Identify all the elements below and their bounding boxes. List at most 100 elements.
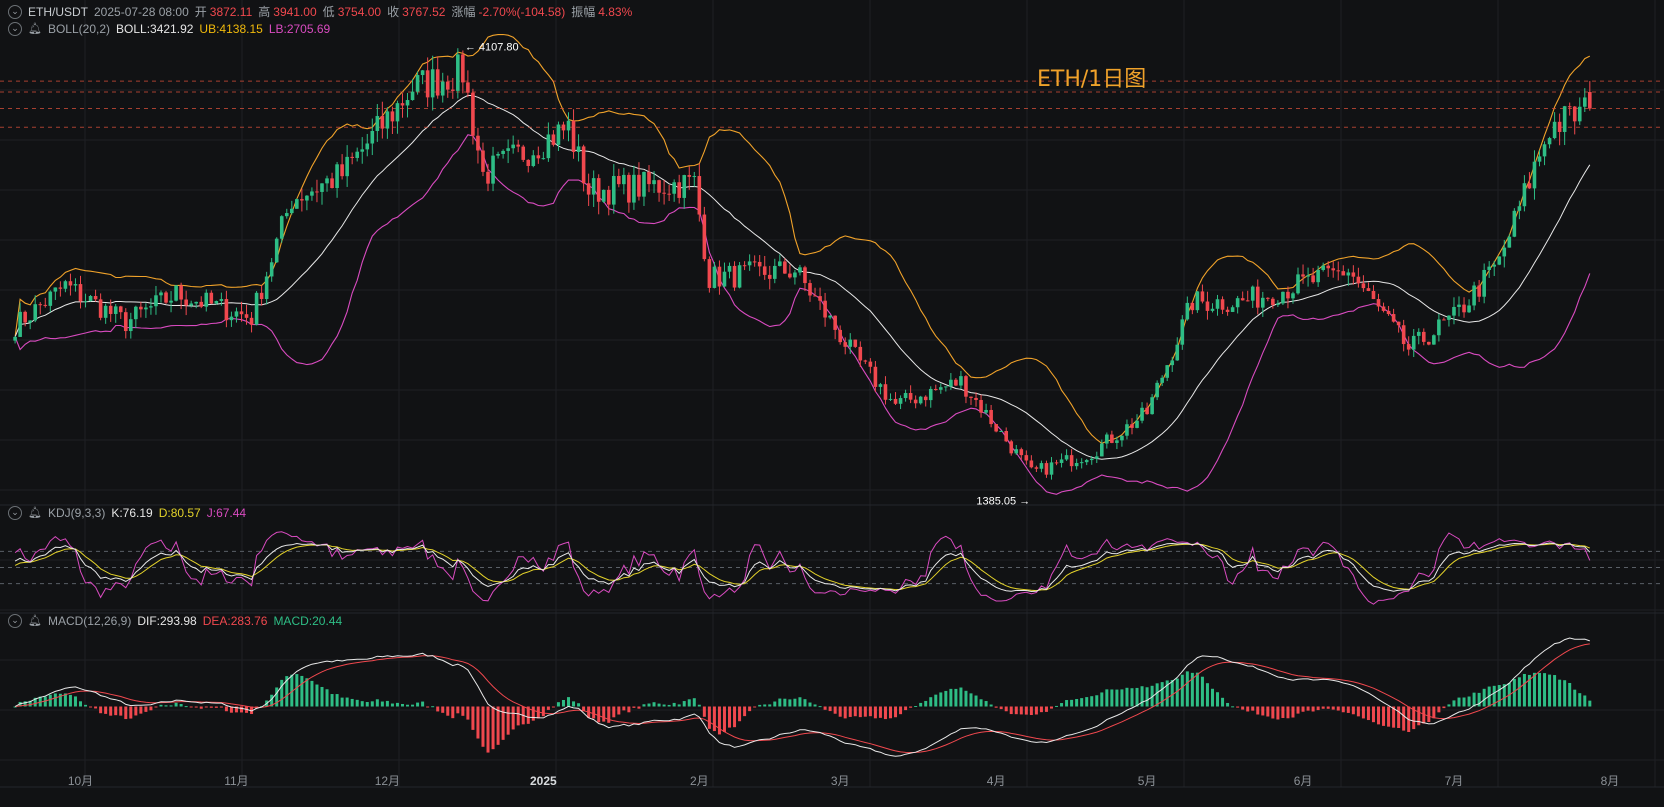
- macd-histogram-bar: [154, 706, 158, 708]
- macd-histogram-bar: [1200, 676, 1204, 707]
- macd-histogram-bar: [48, 694, 52, 707]
- macd-histogram-bar: [1397, 706, 1401, 728]
- macd-histogram-bar: [1392, 706, 1396, 728]
- macd-histogram-bar: [1432, 706, 1436, 719]
- macd-histogram-bar: [1100, 692, 1104, 707]
- kdj-name[interactable]: KDJ(9,3,3): [47, 506, 106, 520]
- candle-body: [1351, 272, 1356, 277]
- candle-body: [571, 120, 576, 152]
- boll-ub-value: UB:4138.15: [199, 22, 263, 36]
- candle-body: [1467, 305, 1471, 313]
- candle-body: [949, 379, 953, 387]
- macd-histogram-bar: [1522, 673, 1526, 707]
- candles: [13, 48, 1592, 480]
- macd-histogram-bar: [209, 706, 213, 708]
- candle-body: [1331, 268, 1336, 271]
- chevron-down-icon[interactable]: ⌄: [8, 5, 22, 19]
- candle-body: [445, 81, 450, 90]
- macd-histogram-bar: [239, 706, 243, 713]
- open-value: 3872.11: [209, 5, 253, 19]
- macd-histogram-bar: [38, 696, 42, 707]
- candle-body: [1361, 283, 1366, 289]
- candle-body: [853, 339, 858, 347]
- macd-histogram-bar: [964, 690, 968, 707]
- datetime-label: 2025-07-28 08:00: [94, 5, 189, 19]
- macd-histogram-bar: [1477, 692, 1481, 707]
- candle-body: [23, 311, 27, 323]
- boll-legend: ⌄ 🔔︎ BOLL(20,2) BOLL:3421.92 UB:4138.15 …: [8, 21, 330, 37]
- candle-body: [677, 182, 681, 198]
- candle-body: [1049, 462, 1054, 475]
- macd-histogram-bar: [979, 699, 983, 707]
- macd-histogram-bar: [863, 706, 867, 717]
- macd-histogram-bar: [204, 706, 208, 708]
- candle-body: [139, 306, 143, 310]
- macd-histogram-bar: [722, 706, 726, 732]
- candle-body: [632, 174, 636, 203]
- macd-name[interactable]: MACD(12,26,9): [47, 614, 132, 628]
- candle-body: [310, 191, 314, 196]
- candle-body: [506, 148, 510, 151]
- macd-histogram-bar: [858, 706, 862, 718]
- macd-histogram-bar: [939, 692, 943, 707]
- bell-icon[interactable]: 🔔︎: [28, 615, 42, 627]
- candle-body: [979, 399, 983, 413]
- candle-body: [491, 155, 495, 184]
- candle-body: [254, 292, 259, 325]
- macd-histogram-bar: [400, 703, 404, 707]
- macd-histogram-bar: [355, 699, 359, 707]
- macd-histogram-bar: [1502, 684, 1506, 707]
- macd-histogram-bar: [13, 706, 17, 708]
- candle-body: [1522, 183, 1527, 207]
- candle-body: [305, 195, 309, 201]
- candle-body: [355, 151, 360, 158]
- macd-histogram-bar: [390, 703, 394, 707]
- bell-icon[interactable]: 🔔︎: [28, 507, 42, 519]
- macd-histogram-bar: [1140, 686, 1144, 707]
- candle-body: [591, 178, 596, 195]
- macd-histogram-bar: [94, 706, 98, 709]
- macd-histogram-bar: [139, 706, 143, 714]
- candle-body: [123, 312, 128, 332]
- macd-histogram-bar: [290, 674, 294, 707]
- macd-histogram-bar: [119, 706, 123, 716]
- macd-histogram-bar: [894, 706, 898, 718]
- candle-body: [928, 388, 933, 401]
- candle-body: [1396, 321, 1401, 326]
- chevron-down-icon[interactable]: ⌄: [8, 614, 22, 628]
- candle-body: [1311, 275, 1315, 283]
- candle-body: [159, 292, 163, 296]
- macd-histogram-bar: [84, 704, 88, 707]
- macd-histogram-bar: [1080, 698, 1084, 707]
- amplitude-value: 4.83%: [598, 5, 633, 19]
- macd-histogram-bar: [1336, 706, 1340, 711]
- candle-body: [722, 271, 727, 287]
- macd-histogram-bar: [1150, 685, 1154, 707]
- candle-body: [466, 82, 470, 93]
- macd-histogram-bar: [753, 706, 757, 708]
- candle-body: [818, 296, 822, 301]
- macd-histogram-bar: [1231, 706, 1235, 708]
- boll-name[interactable]: BOLL(20,2): [47, 22, 111, 36]
- macd-histogram-bar: [1452, 700, 1456, 707]
- macd-histogram-bar: [89, 706, 93, 708]
- macd-histogram-bar: [551, 706, 555, 708]
- candle-body: [209, 292, 214, 304]
- candle-body: [737, 265, 742, 288]
- candle-body: [838, 329, 842, 343]
- macd-histogram-bar: [1155, 683, 1159, 707]
- open-label: 开: [194, 5, 207, 19]
- chevron-down-icon[interactable]: ⌄: [8, 506, 22, 520]
- candle-body: [1245, 300, 1250, 302]
- x-axis-tick-label: 2月: [690, 774, 709, 788]
- macd-histogram-bar: [78, 701, 82, 707]
- chevron-down-icon[interactable]: ⌄: [8, 22, 22, 36]
- candle-body: [450, 89, 455, 91]
- bell-icon[interactable]: 🔔︎: [28, 23, 42, 35]
- candle-body: [1004, 430, 1009, 442]
- candle-body: [1235, 298, 1240, 308]
- candle-body: [1240, 298, 1245, 301]
- candle-body: [783, 261, 787, 274]
